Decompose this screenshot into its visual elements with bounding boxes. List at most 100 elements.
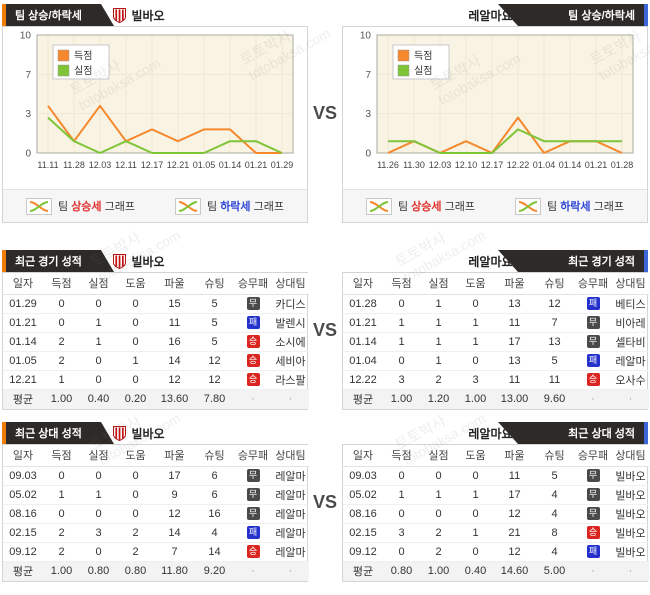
trend-away-box: 0 3 7 10 11.26 11.30 12.03 12.10 12.17 12.22 01.04…	[342, 26, 648, 223]
cell-date: 02.15	[343, 523, 383, 543]
cell-fouls: 21	[494, 523, 535, 543]
cell-scored: 0	[43, 313, 80, 333]
cell-result: 무	[234, 504, 272, 524]
cell-opponent: 레알마	[272, 485, 309, 505]
column-header: 도움	[457, 273, 494, 295]
cell-scored: 2	[43, 542, 80, 562]
average-row: 평균 1.00 1.20 1.00 13.00 9.60 · ·	[343, 388, 649, 409]
cell-conceded: 1	[420, 294, 457, 314]
cell-conceded: 0	[420, 466, 457, 486]
cell-assists: 3	[457, 370, 494, 390]
cell-opponent: 레알마	[612, 351, 649, 371]
bilbao-crest-icon	[113, 253, 127, 269]
cell-assists: 0	[117, 332, 154, 352]
cell-assists: 0	[457, 466, 494, 486]
average-cell: 1.00	[43, 388, 80, 409]
svg-text:12.17: 12.17	[141, 160, 164, 170]
svg-text:01.21: 01.21	[245, 160, 268, 170]
cell-opponent: 카디스	[272, 294, 309, 314]
average-cell: 1.20	[420, 388, 457, 409]
recent-home-table: 일자 득점 실점 도움 파울 슈팅 승무패 상대팀 01.29 0 0 0 15 5 무 카디스 01.21 0 1…	[3, 273, 309, 409]
trend-tab-label: 팀 상승/하락세	[568, 10, 635, 22]
cell-assists: 1	[457, 523, 494, 543]
home-team-label: 빌바오	[0, 4, 292, 26]
cell-assists: 0	[117, 466, 154, 486]
h2h-home-table-box: 일자 득점 실점 도움 파울 슈팅 승무패 상대팀 09.03 0 0 0 17 6 무 레알마 05.02 1 1…	[2, 444, 309, 582]
cell-date: 09.12	[343, 542, 383, 562]
result-badge: 무	[586, 488, 600, 501]
column-header: 상대팀	[612, 445, 649, 467]
cell-conceded: 0	[80, 504, 117, 524]
cell-shots: 5	[195, 313, 234, 333]
recent-panel-away: 레알마요르카 최근 경기 성적 일자 득점 실점 도움 파울 슈팅 승무패 상대팀 01.28 0…	[342, 250, 649, 410]
svg-text:실점: 실점	[74, 65, 92, 77]
cell-result: 승	[234, 332, 272, 352]
trend-section: 팀 상승/하락세 빌바오 0 3 7 10 11.11 11.28 12.03 12.11 12…	[2, 4, 648, 223]
cell-date: 01.14	[3, 332, 43, 352]
rise-graph-link[interactable]: 팀 상승세 그래프	[26, 197, 135, 215]
table-row: 01.14 2 1 0 16 5 승 소시에	[3, 332, 309, 352]
cell-shots: 6	[195, 466, 234, 486]
result-badge: 무	[586, 507, 600, 520]
table-row: 01.29 0 0 0 15 5 무 카디스	[3, 294, 309, 314]
cell-date: 01.29	[3, 294, 43, 314]
average-cell: 0.40	[457, 560, 494, 581]
average-cell: ·	[612, 560, 649, 581]
rise-graph-icon	[26, 197, 52, 215]
cell-date: 12.21	[3, 370, 43, 390]
table-row: 01.21 1 1 1 11 7 무 비아레	[343, 313, 649, 333]
cell-shots: 4	[535, 485, 574, 505]
recent-away-table: 일자 득점 실점 도움 파울 슈팅 승무패 상대팀 01.28 0 1 0 13 12 패 베티스 01.21 1…	[343, 273, 649, 409]
column-header: 실점	[420, 273, 457, 295]
rise-graph-link[interactable]: 팀 상승세 그래프	[366, 197, 475, 215]
average-cell: 9.20	[195, 560, 234, 581]
average-cell: 0.80	[80, 560, 117, 581]
table-row: 01.05 2 0 1 14 12 승 세비아	[3, 351, 309, 371]
svg-text:01.05: 01.05	[193, 160, 216, 170]
average-cell: 1.00	[43, 560, 80, 581]
h2h-away-table: 일자 득점 실점 도움 파울 슈팅 승무패 상대팀 09.03 0 0 0 11 5 무 빌바오 05.02 1 1…	[343, 445, 649, 581]
table-header-row: 일자 득점 실점 도움 파울 슈팅 승무패 상대팀	[343, 445, 649, 467]
table-header-row: 일자 득점 실점 도움 파울 슈팅 승무패 상대팀	[3, 445, 309, 467]
cell-conceded: 1	[80, 313, 117, 333]
svg-text:득점: 득점	[74, 50, 92, 62]
cell-result: 무	[574, 466, 612, 486]
cell-scored: 0	[383, 542, 420, 562]
result-badge: 승	[586, 373, 600, 386]
average-cell: ·	[612, 388, 649, 409]
cell-fouls: 15	[154, 294, 195, 314]
cell-fouls: 11	[494, 313, 535, 333]
cell-date: 02.15	[3, 523, 43, 543]
column-header: 실점	[80, 445, 117, 467]
svg-text:12.21: 12.21	[167, 160, 190, 170]
column-header: 슈팅	[535, 445, 574, 467]
column-header: 파울	[154, 273, 195, 295]
cell-opponent: 빌바오	[612, 504, 649, 524]
recent-tab-home: 최근 경기 성적	[2, 250, 114, 272]
svg-text:01.28: 01.28	[611, 160, 634, 170]
average-row: 평균 0.80 1.00 0.40 14.60 5.00 · ·	[343, 560, 649, 581]
h2h-section: 최근 상대 성적 빌바오 일자 득점 실점 도움 파울 슈팅 승무패 상대팀 09.03 0 0 0 1…	[2, 422, 649, 582]
cell-scored: 0	[383, 504, 420, 524]
trend-home-box: 0 3 7 10 11.11 11.28 12.03 12.11 12.17 12.21 01.05…	[2, 26, 308, 223]
cell-result: 승	[234, 370, 272, 390]
table-header-row: 일자 득점 실점 도움 파울 슈팅 승무패 상대팀	[3, 273, 309, 295]
result-badge: 패	[586, 354, 600, 367]
cell-assists: 0	[457, 294, 494, 314]
cell-assists: 0	[117, 370, 154, 390]
fall-graph-link[interactable]: 팀 하락세 그래프	[515, 197, 624, 215]
result-badge: 무	[586, 316, 600, 329]
cell-shots: 7	[535, 313, 574, 333]
average-cell: 1.00	[383, 388, 420, 409]
fall-graph-link[interactable]: 팀 하락세 그래프	[175, 197, 284, 215]
cell-opponent: 비아레	[612, 313, 649, 333]
cell-result: 패	[574, 351, 612, 371]
cell-assists: 0	[457, 542, 494, 562]
bilbao-crest-icon	[113, 7, 127, 23]
column-header: 도움	[117, 445, 154, 467]
average-cell: 13.00	[494, 388, 535, 409]
fall-graph-icon	[175, 197, 201, 215]
cell-date: 08.16	[3, 504, 43, 524]
cell-assists: 1	[457, 332, 494, 352]
